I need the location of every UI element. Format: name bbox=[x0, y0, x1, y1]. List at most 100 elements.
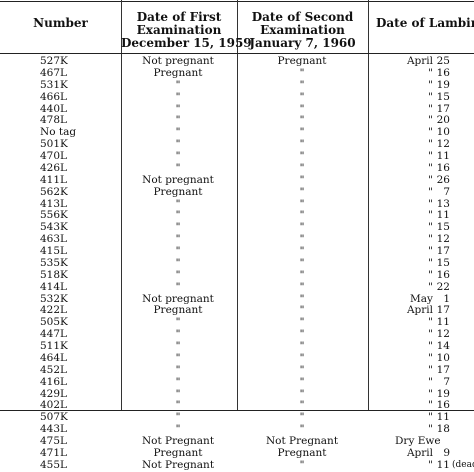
cell-first-exam: " bbox=[175, 340, 181, 352]
table-row: 414L " " " 22 bbox=[0, 280, 474, 294]
cell-first-exam: Pregnant bbox=[153, 446, 203, 459]
cell-second-exam: " bbox=[299, 102, 305, 115]
cell-number: 455L bbox=[40, 458, 68, 471]
cell-number: 447L bbox=[40, 328, 68, 341]
cell-number: 402L bbox=[40, 399, 68, 412]
cell-second-exam: Pregnant bbox=[277, 446, 327, 459]
lambing-day: 17 bbox=[436, 245, 450, 257]
cell-first-exam: Not Pregnant bbox=[141, 458, 215, 471]
cell-number: 518K bbox=[40, 268, 68, 281]
lambing-day: 15 bbox=[436, 90, 450, 103]
lambing-month: Dry Ewe bbox=[395, 435, 441, 447]
lambing-month: " bbox=[428, 411, 433, 424]
cell-second-exam: " bbox=[299, 173, 305, 186]
cell-second-exam: " bbox=[299, 328, 305, 341]
lambing-month: " bbox=[428, 316, 433, 329]
cell-first-exam: " bbox=[175, 411, 181, 424]
cell-first-exam: " bbox=[175, 90, 181, 103]
cell-second-exam: " bbox=[299, 304, 305, 317]
cell-number: 501K bbox=[40, 138, 68, 151]
cell-second-exam: " bbox=[299, 245, 305, 257]
cell-first-exam: Pregnant bbox=[153, 66, 203, 79]
lambing-day: 12 bbox=[436, 138, 450, 151]
table-row: 467L Pregnant " " 16 bbox=[0, 66, 474, 80]
table-row: 440L " " " 17 bbox=[0, 102, 474, 116]
lambing-month: " bbox=[428, 245, 433, 257]
cell-number: 422L bbox=[40, 304, 68, 317]
lambing-month: " bbox=[428, 256, 433, 269]
lambing-day: 19 bbox=[436, 387, 450, 400]
cell-second-exam: Pregnant bbox=[277, 55, 327, 67]
cell-number: No tag bbox=[40, 126, 77, 139]
cell-second-exam: " bbox=[299, 150, 305, 162]
cell-first-exam: Not Pregnant bbox=[141, 435, 215, 447]
table-row: No tag " " " 10 bbox=[0, 126, 474, 139]
cell-first-exam: " bbox=[175, 375, 181, 388]
lambing-day: 12 bbox=[436, 328, 450, 341]
cell-first-exam: " bbox=[175, 114, 181, 127]
cell-second-exam: " bbox=[299, 399, 305, 412]
cell-number: 532K bbox=[40, 292, 68, 305]
cell-number: 543K bbox=[40, 221, 68, 234]
lambing-day: 11 bbox=[436, 316, 450, 329]
cell-first-exam: " bbox=[175, 102, 181, 115]
cell-number: 471L bbox=[40, 446, 68, 459]
cell-first-exam: " bbox=[175, 423, 181, 436]
table-row: 556K " " " 11 bbox=[0, 209, 474, 222]
lambing-day: 18 bbox=[436, 423, 450, 436]
table-row: 443L " " " 18 bbox=[0, 423, 474, 436]
lambing-month: May bbox=[410, 292, 433, 305]
lambing-day: 15 bbox=[436, 221, 450, 234]
cell-first-exam: " bbox=[175, 351, 181, 364]
cell-first-exam: " bbox=[175, 233, 181, 246]
lambing-month: April bbox=[406, 55, 433, 67]
table-row: 518K " " " 16 bbox=[0, 268, 474, 282]
cell-number: 443L bbox=[40, 423, 68, 436]
table-row: 422L Pregnant " April 17 bbox=[0, 304, 474, 317]
lambing-month: " bbox=[428, 268, 433, 281]
cell-first-exam: " bbox=[175, 280, 181, 293]
cell-first-exam: Pregnant bbox=[153, 185, 203, 198]
cell-second-exam: " bbox=[299, 316, 305, 329]
table-row: 429L " " " 19 bbox=[0, 387, 474, 401]
lambing-month: " bbox=[428, 185, 433, 198]
cell-second-exam: " bbox=[299, 375, 305, 388]
cell-first-exam: " bbox=[175, 363, 181, 376]
lambing-month: " bbox=[428, 102, 433, 115]
lambing-month: " bbox=[428, 90, 433, 103]
table-row: 543K " " " 15 bbox=[0, 221, 474, 234]
lambing-day: 10 bbox=[436, 126, 450, 139]
lambing-day: 11 bbox=[436, 209, 450, 222]
header-lambing: Date of Lambing bbox=[376, 16, 474, 30]
table-row: 532K Not pregnant " May 1 bbox=[0, 292, 474, 306]
table-row: 463L " " " 12 bbox=[0, 233, 474, 246]
cell-second-exam: " bbox=[299, 411, 305, 424]
cell-number: 527K bbox=[40, 55, 68, 67]
cell-second-exam: " bbox=[299, 126, 305, 139]
cell-first-exam: " bbox=[175, 328, 181, 341]
cell-second-exam: " bbox=[299, 138, 305, 151]
cell-first-exam: " bbox=[175, 126, 181, 139]
table-row: 562K Pregnant " " 7 bbox=[0, 185, 474, 199]
cell-first-exam: " bbox=[175, 399, 181, 412]
table-row: 531K " " " 19 bbox=[0, 78, 474, 92]
table-row: 452L " " " 17 bbox=[0, 363, 474, 377]
header-second-exam: Date of Second Examination January 7, 19… bbox=[249, 10, 356, 50]
cell-first-exam: " bbox=[175, 221, 181, 234]
lambing-month: " bbox=[428, 233, 433, 246]
table-row: 470L " " " 11 bbox=[0, 150, 474, 163]
lambing-day: 13 bbox=[436, 197, 450, 210]
cell-number: 467L bbox=[40, 66, 68, 79]
cell-first-exam: Not pregnant bbox=[142, 292, 214, 305]
table-row: 466L " " " 15 bbox=[0, 90, 474, 104]
lambing-month: April bbox=[406, 446, 433, 459]
table-row: 507K " " " 11 bbox=[0, 411, 474, 424]
cell-number: 511K bbox=[40, 340, 68, 352]
lambing-month: " bbox=[428, 114, 433, 127]
table-row: 426L " " " 16 bbox=[0, 161, 474, 175]
cell-second-exam: " bbox=[299, 292, 305, 305]
cell-first-exam: " bbox=[175, 316, 181, 329]
cell-number: 531K bbox=[40, 78, 68, 91]
cell-second-exam: " bbox=[299, 161, 305, 174]
